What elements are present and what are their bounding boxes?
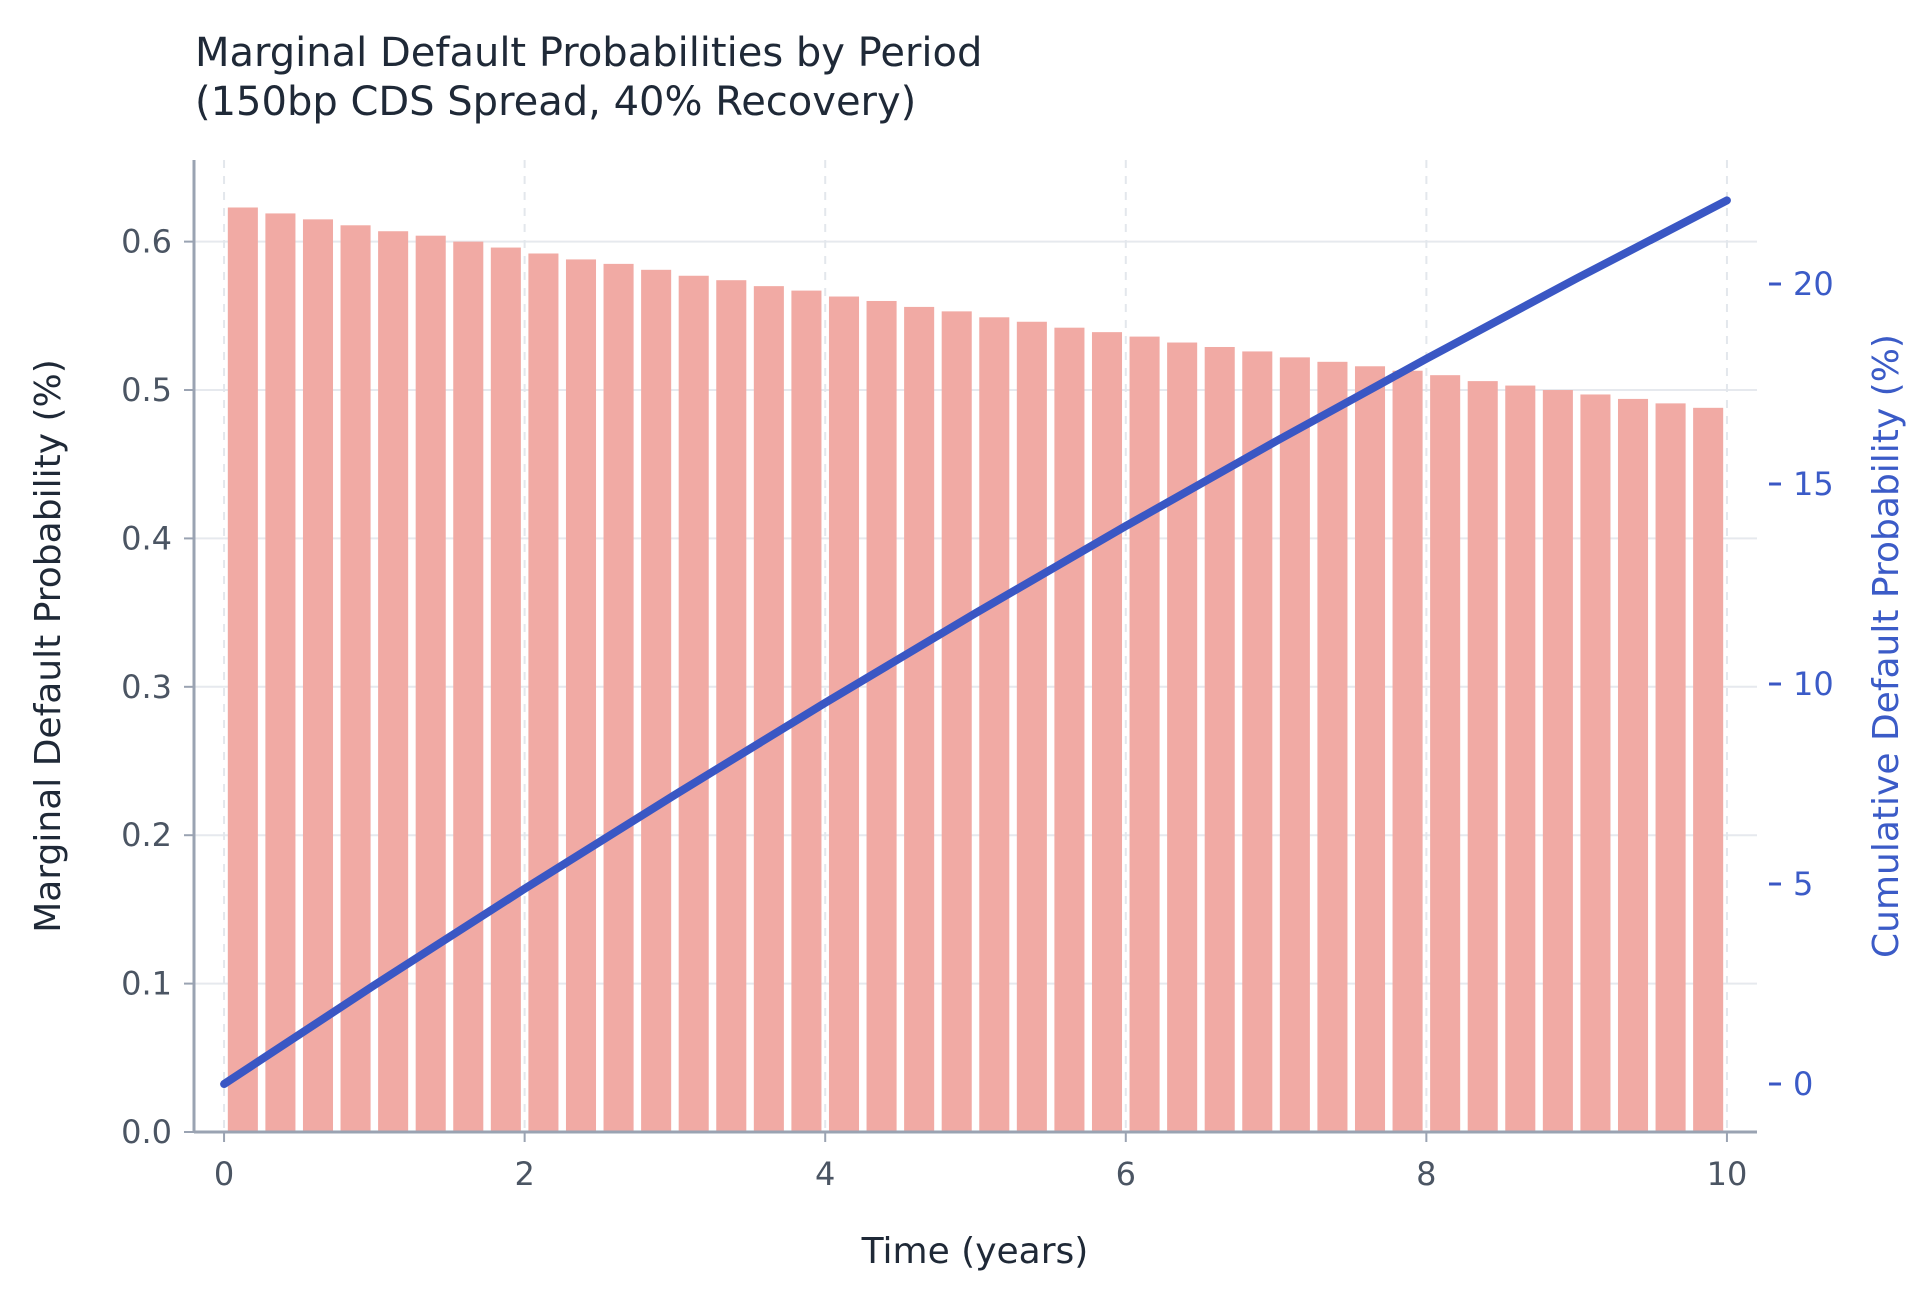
- bar: [941, 311, 972, 1133]
- y-tick-label: 0.4: [121, 519, 172, 557]
- bar: [1467, 381, 1498, 1132]
- cumulative-line: [220, 196, 1731, 1088]
- bar: [979, 317, 1010, 1132]
- y2-tick-label: 10: [1793, 665, 1834, 703]
- bar: [565, 259, 597, 1132]
- bar: [227, 207, 258, 1132]
- y2-tick-label: 5: [1793, 865, 1813, 903]
- y-tick-label: 0.0: [121, 1113, 172, 1151]
- bar: [1693, 407, 1724, 1133]
- x-tick-label: 2: [514, 1155, 534, 1193]
- x-tick-label: 6: [1116, 1155, 1136, 1193]
- x-axis-label: Time (years): [861, 1231, 1089, 1272]
- bar: [1392, 370, 1423, 1133]
- y2-tick-label: 20: [1793, 265, 1834, 303]
- y-tick-label: 0.6: [121, 223, 172, 261]
- line-layer: [220, 196, 1731, 1088]
- x-tick-label: 0: [214, 1155, 234, 1193]
- bar: [1317, 361, 1348, 1133]
- y-tick-label: 0.3: [121, 668, 172, 706]
- bar: [641, 269, 672, 1133]
- bar: [378, 231, 409, 1132]
- bar: [716, 280, 747, 1132]
- bar: [753, 286, 784, 1132]
- bar: [1354, 366, 1386, 1133]
- bar: [603, 263, 634, 1132]
- bar: [1655, 403, 1686, 1133]
- bar: [866, 300, 897, 1132]
- bar: [1016, 321, 1047, 1132]
- y2-tick-label: 0: [1793, 1065, 1813, 1103]
- x-tick-label: 10: [1707, 1155, 1748, 1193]
- bar: [265, 213, 296, 1132]
- bar: [528, 253, 559, 1132]
- bar: [828, 296, 860, 1133]
- bar: [415, 235, 446, 1133]
- bar: [1505, 385, 1536, 1132]
- bars-layer: [227, 207, 1724, 1133]
- bar: [1054, 327, 1085, 1132]
- bar: [1580, 394, 1611, 1132]
- y-axis-label: Marginal Default Probability (%): [28, 359, 69, 933]
- bar: [1167, 342, 1198, 1132]
- bar: [340, 225, 371, 1132]
- bar: [453, 241, 484, 1133]
- bar: [1091, 332, 1123, 1132]
- ticks-layer: 0.0 0.1 0.2 0.3 0.4 0.5 0.6 0 5 10 15 20 0 2 4 6 8 10: [121, 223, 1834, 1193]
- chart-title-line2: (150bp CDS Spread, 40% Recovery): [195, 79, 916, 125]
- bar: [904, 306, 935, 1132]
- x-tick-label: 8: [1416, 1155, 1436, 1193]
- axes-layer: [192, 160, 1757, 1134]
- y-tick-label: 0.2: [121, 816, 172, 854]
- bar: [1129, 336, 1160, 1132]
- y2-axis-label: Cumulative Default Probability (%): [1866, 334, 1907, 958]
- y2-tick-label: 15: [1793, 465, 1834, 503]
- x-tick-label: 4: [815, 1155, 835, 1193]
- y-tick-label: 0.5: [121, 371, 172, 409]
- bar: [1242, 351, 1273, 1132]
- bar: [1542, 390, 1573, 1132]
- bar: [490, 247, 521, 1132]
- bar: [1617, 398, 1649, 1133]
- y-tick-label: 0.1: [121, 965, 172, 1003]
- bar: [678, 275, 709, 1132]
- bar: [1430, 375, 1461, 1133]
- bar: [1279, 357, 1310, 1133]
- bar: [302, 219, 334, 1133]
- chart-title-line1: Marginal Default Probabilities by Period: [195, 30, 982, 76]
